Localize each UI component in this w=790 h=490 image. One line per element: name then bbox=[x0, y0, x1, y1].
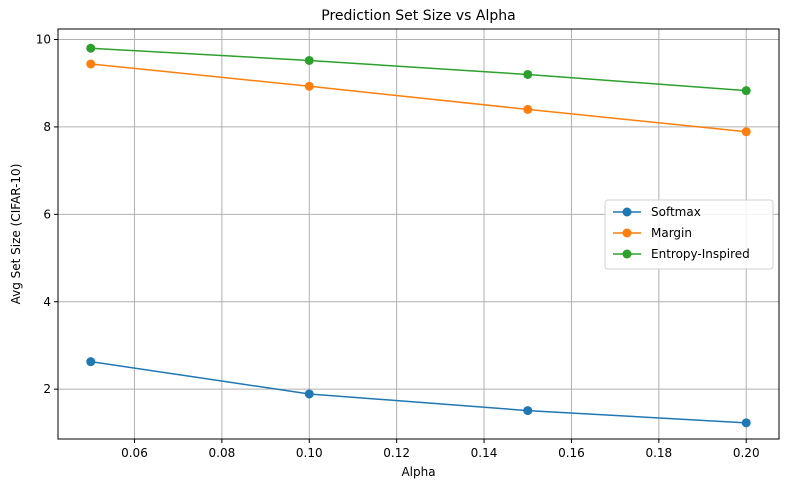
x-tick-label: 0.14 bbox=[471, 446, 498, 460]
data-point bbox=[523, 406, 533, 416]
y-tick-label: 8 bbox=[43, 120, 51, 134]
x-tick-label: 0.18 bbox=[645, 446, 672, 460]
legend-label: Softmax bbox=[651, 205, 701, 219]
x-axis-title: Alpha bbox=[401, 465, 435, 479]
legend-marker bbox=[622, 207, 632, 217]
series-line bbox=[90, 47, 747, 92]
data-point bbox=[304, 81, 314, 91]
series-line bbox=[90, 360, 747, 424]
x-tick-label: 0.20 bbox=[733, 446, 760, 460]
data-point bbox=[86, 357, 96, 367]
grid bbox=[58, 29, 779, 439]
data-point bbox=[523, 69, 533, 79]
y-tick-label: 6 bbox=[43, 207, 51, 221]
y-tick-label: 4 bbox=[43, 295, 51, 309]
data-point bbox=[304, 55, 314, 65]
data-point bbox=[741, 127, 751, 137]
legend: Softmax Margin Entropy-Inspired bbox=[604, 199, 774, 270]
legend-label: Entropy-Inspired bbox=[651, 247, 750, 261]
y-tick-label: 10 bbox=[36, 32, 51, 46]
x-tick-label: 0.10 bbox=[296, 446, 323, 460]
data-point bbox=[86, 59, 96, 69]
chart-title: Prediction Set Size vs Alpha bbox=[321, 8, 515, 24]
x-tick-label: 0.12 bbox=[383, 446, 410, 460]
axis-ticks: 0.06 0.08 0.10 0.12 0.14 0.16 0.18 0.20 2 4 6 8 10 bbox=[36, 32, 760, 460]
x-tick-label: 0.16 bbox=[558, 446, 585, 460]
data-point bbox=[523, 104, 533, 114]
legend-frame bbox=[604, 199, 774, 270]
legend-label: Margin bbox=[651, 226, 692, 240]
y-axis-title: Avg Set Size (CIFAR-10) bbox=[9, 164, 23, 305]
data-point bbox=[741, 418, 751, 428]
series-line bbox=[90, 63, 747, 133]
data-point bbox=[86, 43, 96, 53]
y-tick-label: 2 bbox=[43, 382, 51, 396]
series-group bbox=[86, 43, 751, 428]
legend-marker bbox=[622, 249, 632, 259]
data-point bbox=[741, 86, 751, 96]
x-tick-label: 0.06 bbox=[121, 446, 148, 460]
legend-marker bbox=[622, 228, 632, 238]
plot-frame bbox=[57, 28, 780, 440]
data-point bbox=[304, 389, 314, 399]
x-tick-label: 0.08 bbox=[209, 446, 236, 460]
